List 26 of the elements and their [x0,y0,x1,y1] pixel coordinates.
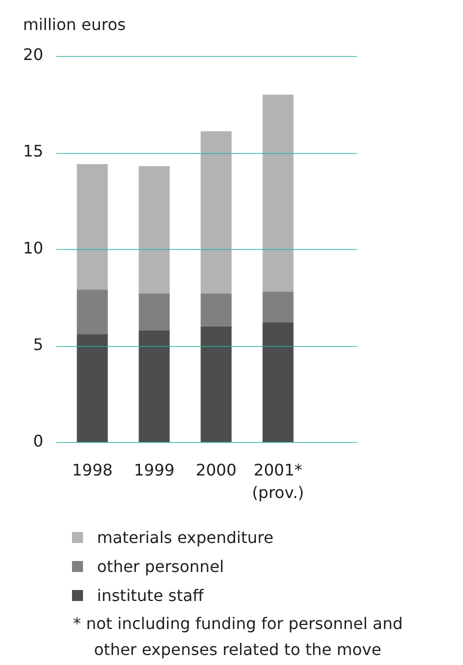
bar [262,94,294,292]
bar [76,334,108,442]
x-tick-label: 2001* (prov.) [252,460,304,502]
bar [76,164,108,290]
text: * not including funding for personnel and other expenses related to the move [73,613,404,661]
y-tick-label: 10 [23,238,44,258]
y-tick-label: 5 [33,334,44,354]
bar [76,290,108,334]
bar [200,131,232,294]
bar [138,294,170,330]
legend-label: institute staff [97,586,204,605]
x-tick-label: 2000 [196,460,236,480]
bar [200,326,232,442]
y-axis-title: million euros [23,14,126,36]
legend-label: other personnel [97,557,224,576]
bar [262,292,294,322]
x-tick-label: 1998 [72,460,113,480]
bar [138,330,170,442]
x-tick-label: 1999 [134,460,175,480]
bar [200,294,232,326]
legend-label: materials expenditure [97,528,274,547]
y-tick-label: 0 [33,431,44,450]
y-tick-label: 20 [23,45,44,64]
bar [138,166,170,294]
bar [262,322,294,442]
y-tick-label: 15 [23,142,44,161]
